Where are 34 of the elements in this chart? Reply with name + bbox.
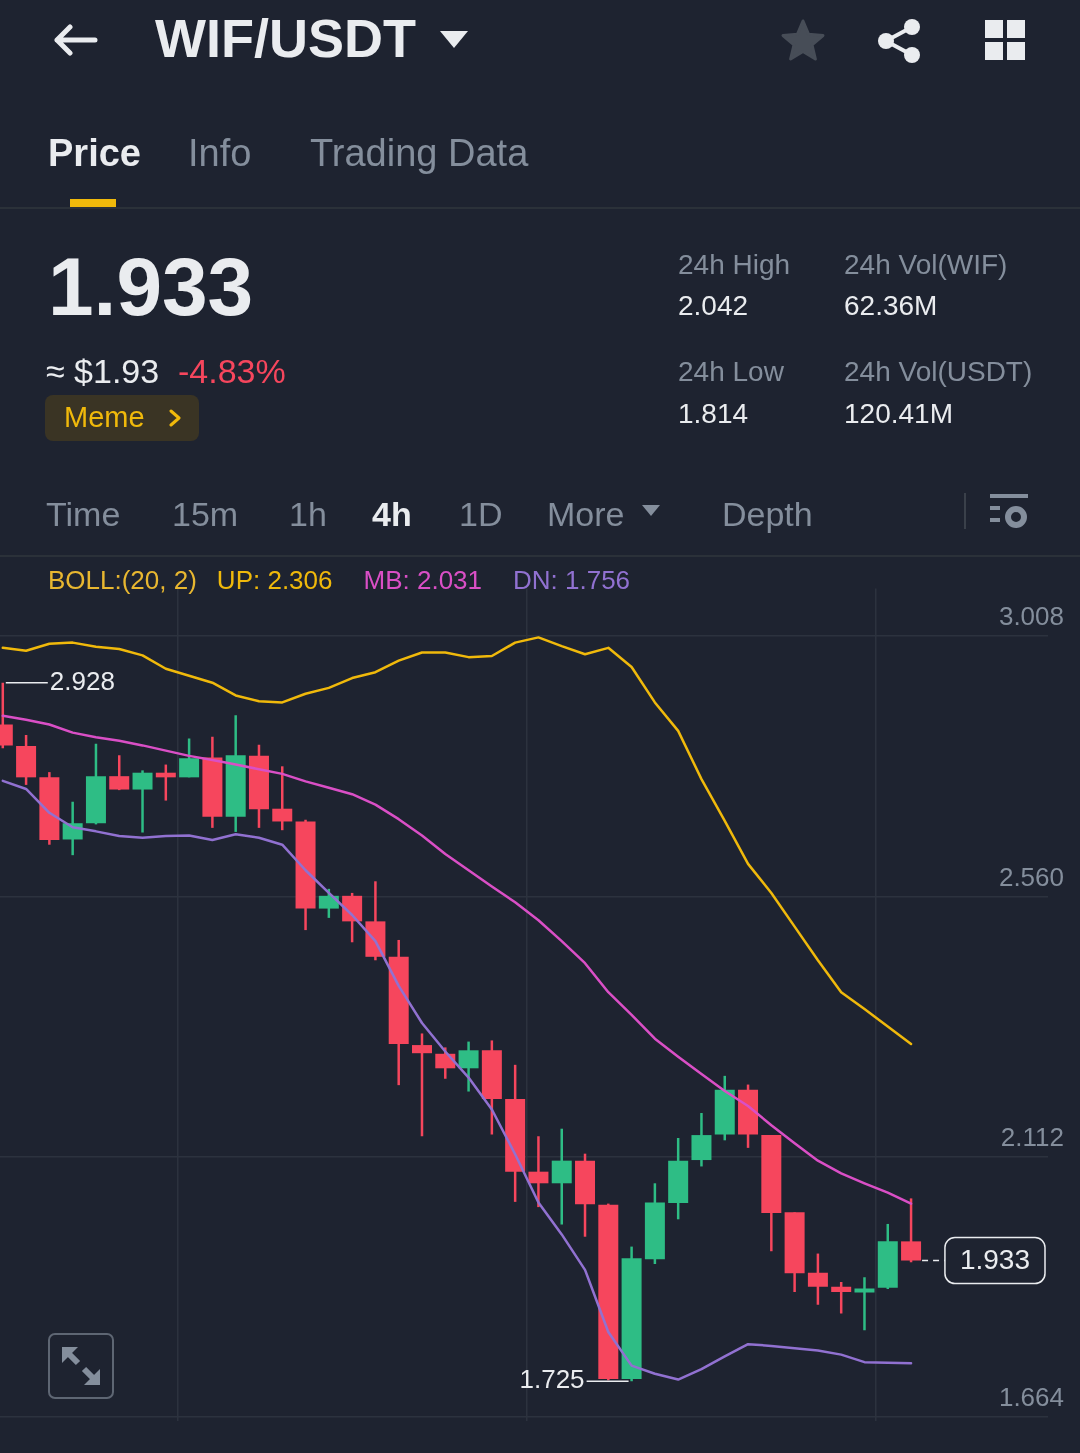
text: UP: 2.306 xyxy=(216,565,333,597)
text: 2.042 xyxy=(678,290,749,321)
text: 1D xyxy=(459,495,503,533)
text: Info xyxy=(188,132,252,174)
text: 1.933 xyxy=(48,241,254,332)
text: 24h High xyxy=(678,249,791,280)
text: Price xyxy=(48,132,141,174)
text: Time xyxy=(46,495,121,533)
text: DN: 1.756 xyxy=(513,565,631,597)
text: Trading Data xyxy=(310,132,529,174)
y-tick-label: 1.664 xyxy=(998,1381,1064,1412)
text: 1h xyxy=(289,495,327,533)
legend-title: BOLL:(20, 2) xyxy=(48,565,197,597)
annotation: 2.928 xyxy=(49,665,115,696)
chart-title: WIF/USDT xyxy=(155,8,416,68)
text: 24h Vol(WIF) xyxy=(844,249,1008,280)
text: Meme xyxy=(64,401,145,433)
text: 62.36M xyxy=(844,290,938,321)
text: 4h xyxy=(372,495,412,533)
y-tick-label: 3.008 xyxy=(998,601,1064,632)
text: -4.83% xyxy=(178,352,286,390)
text: MB: 2.031 xyxy=(363,565,483,597)
text: More xyxy=(547,495,625,533)
y-tick-label: 2.112 xyxy=(1000,1121,1064,1152)
text: 24h Vol(USDT) xyxy=(844,356,1033,387)
text: ≈ $1.93 xyxy=(46,352,160,390)
y-tick-label: 2.560 xyxy=(998,861,1064,892)
text: 15m xyxy=(172,495,239,533)
text: 24h Low xyxy=(678,356,784,387)
annotation: 1.725 xyxy=(519,1364,585,1395)
text: 1.933 xyxy=(959,1244,1030,1276)
text: 1.814 xyxy=(678,398,749,429)
text: 120.41M xyxy=(844,398,953,429)
text: Depth xyxy=(722,495,813,533)
